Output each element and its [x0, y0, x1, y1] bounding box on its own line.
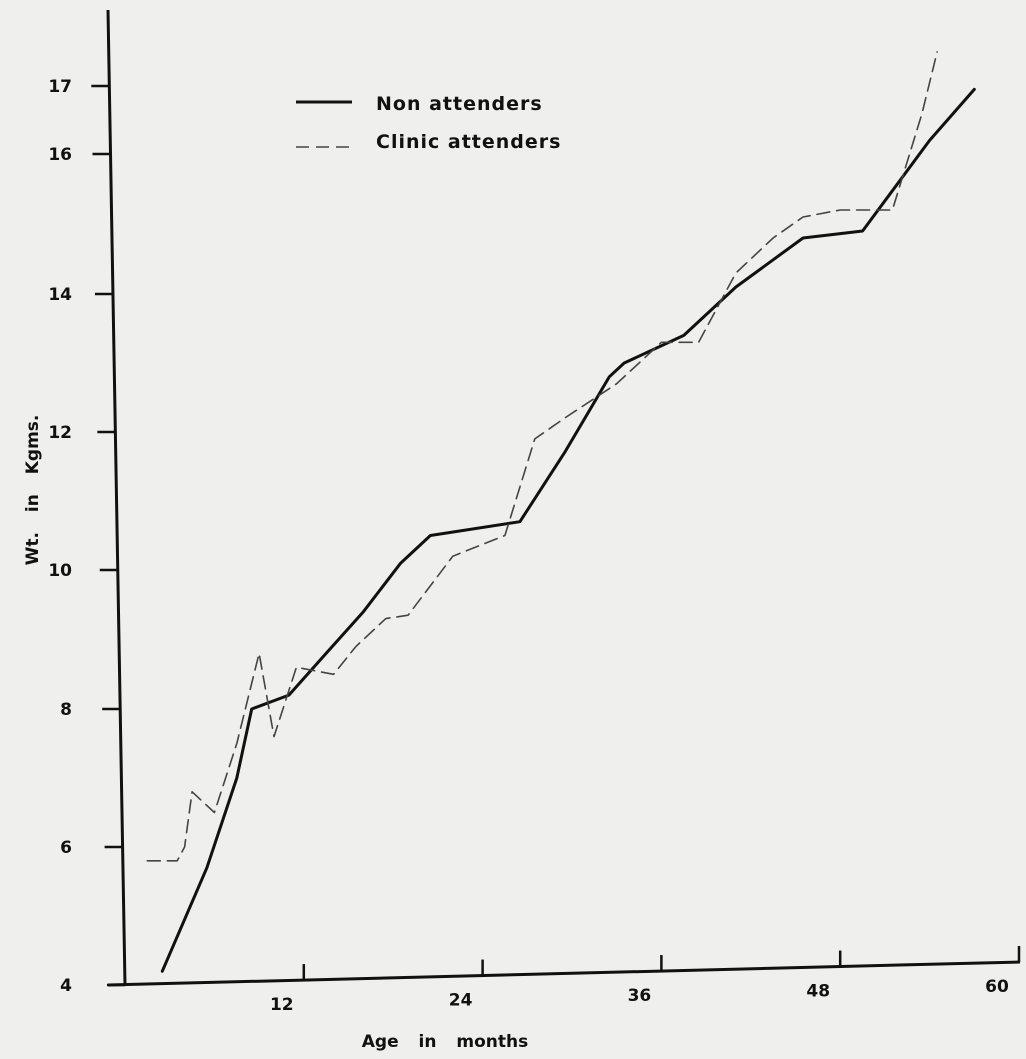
y-tick-label: 16 [48, 145, 72, 165]
x-axis [107, 960, 1021, 987]
legend-label-non-attenders: Non attenders [376, 93, 543, 115]
y-ticks: 4 6 8 10 12 14 16 17 [48, 77, 125, 996]
y-axis-label: Wt. in Kgms. [23, 415, 43, 566]
y-tick-label: 17 [48, 77, 72, 97]
x-ticks: 12 24 36 48 60 [270, 946, 1021, 1015]
legend: Non attenders Clinic attenders [296, 93, 561, 153]
series-group [146, 51, 976, 973]
y-tick-label: 12 [48, 423, 72, 443]
series-line-non-attenders [160, 87, 976, 973]
y-axis [106, 9, 127, 986]
y-tick-label: 14 [48, 285, 72, 305]
x-tick-label: 24 [449, 991, 473, 1011]
x-tick-label: 12 [270, 995, 294, 1015]
x-tick-label: 36 [628, 986, 652, 1006]
x-tick-label: 48 [806, 982, 830, 1002]
y-tick-label: 4 [60, 976, 72, 996]
x-axis-label: Age in months [362, 1032, 528, 1052]
series-line-clinic-attenders [146, 51, 938, 862]
x-tick-label: 60 [985, 977, 1009, 997]
y-tick-label: 6 [60, 838, 72, 858]
legend-label-clinic-attenders: Clinic attenders [376, 131, 561, 153]
y-tick-label: 10 [48, 561, 72, 581]
y-tick-label: 8 [60, 700, 72, 720]
